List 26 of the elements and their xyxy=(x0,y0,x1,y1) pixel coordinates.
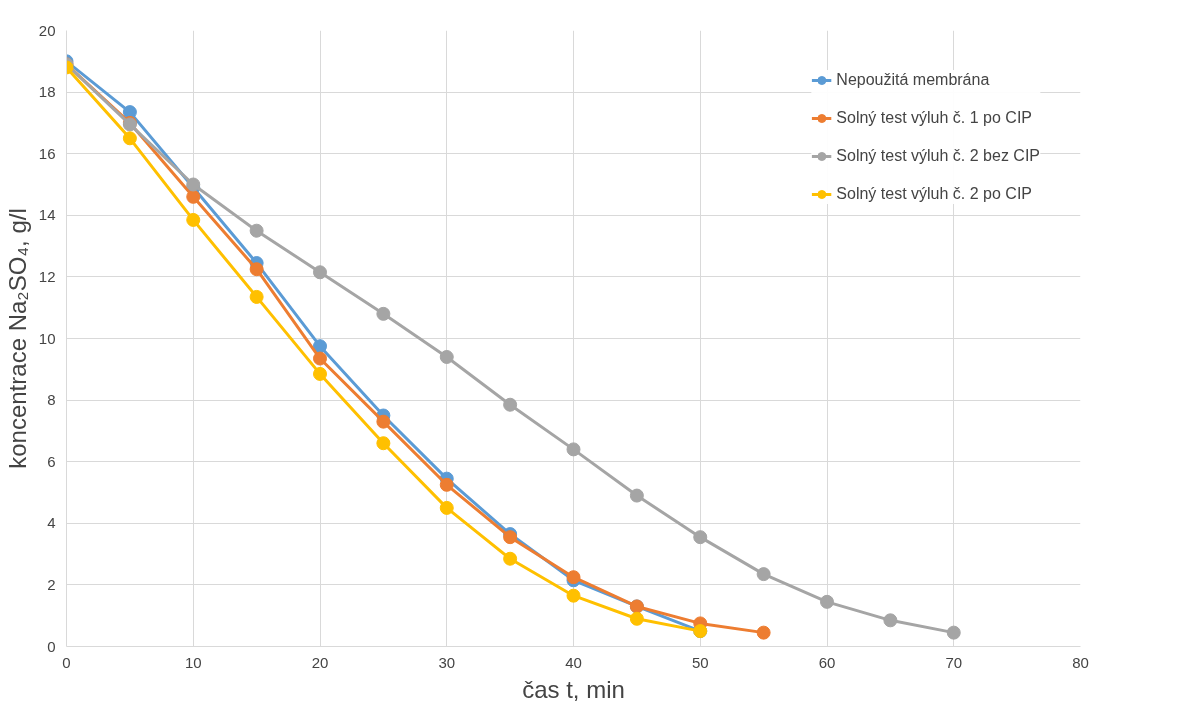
x-tick-label: 40 xyxy=(565,653,582,671)
x-tick-label: 20 xyxy=(311,653,329,671)
y-axis-title: koncentrace Na₂SO₄, g/l xyxy=(3,208,31,469)
y-tick-label: 10 xyxy=(38,329,56,347)
x-tick-label: 50 xyxy=(691,653,709,671)
legend-label: Nepoužitá membrána xyxy=(836,71,990,89)
x-tick-label: 60 xyxy=(818,653,836,671)
y-tick-label: 4 xyxy=(47,514,56,532)
x-tick-label: 80 xyxy=(1072,653,1089,671)
y-tick-label: 20 xyxy=(38,21,56,39)
legend-label: Solný test výluh č. 2 po CIP xyxy=(836,185,1032,203)
x-tick-label: 30 xyxy=(438,653,456,671)
y-tick-label: 16 xyxy=(38,144,56,162)
x-axis-title: čas t, min xyxy=(522,675,625,703)
legend-label: Solný test výluh č. 2 bez CIP xyxy=(836,147,1040,165)
y-tick-label: 14 xyxy=(38,206,56,224)
y-tick-label: 18 xyxy=(38,83,56,101)
x-tick-label: 10 xyxy=(184,653,202,671)
x-tick-label: 0 xyxy=(62,653,71,671)
y-tick-label: 12 xyxy=(38,267,56,285)
y-tick-label: 6 xyxy=(47,452,56,470)
x-tick-label: 70 xyxy=(945,653,963,671)
legend-label: Solný test výluh č. 1 po CIP xyxy=(836,109,1032,127)
y-tick-label: 2 xyxy=(47,575,56,593)
y-tick-label: 0 xyxy=(47,637,56,655)
y-tick-label: 8 xyxy=(47,391,56,409)
